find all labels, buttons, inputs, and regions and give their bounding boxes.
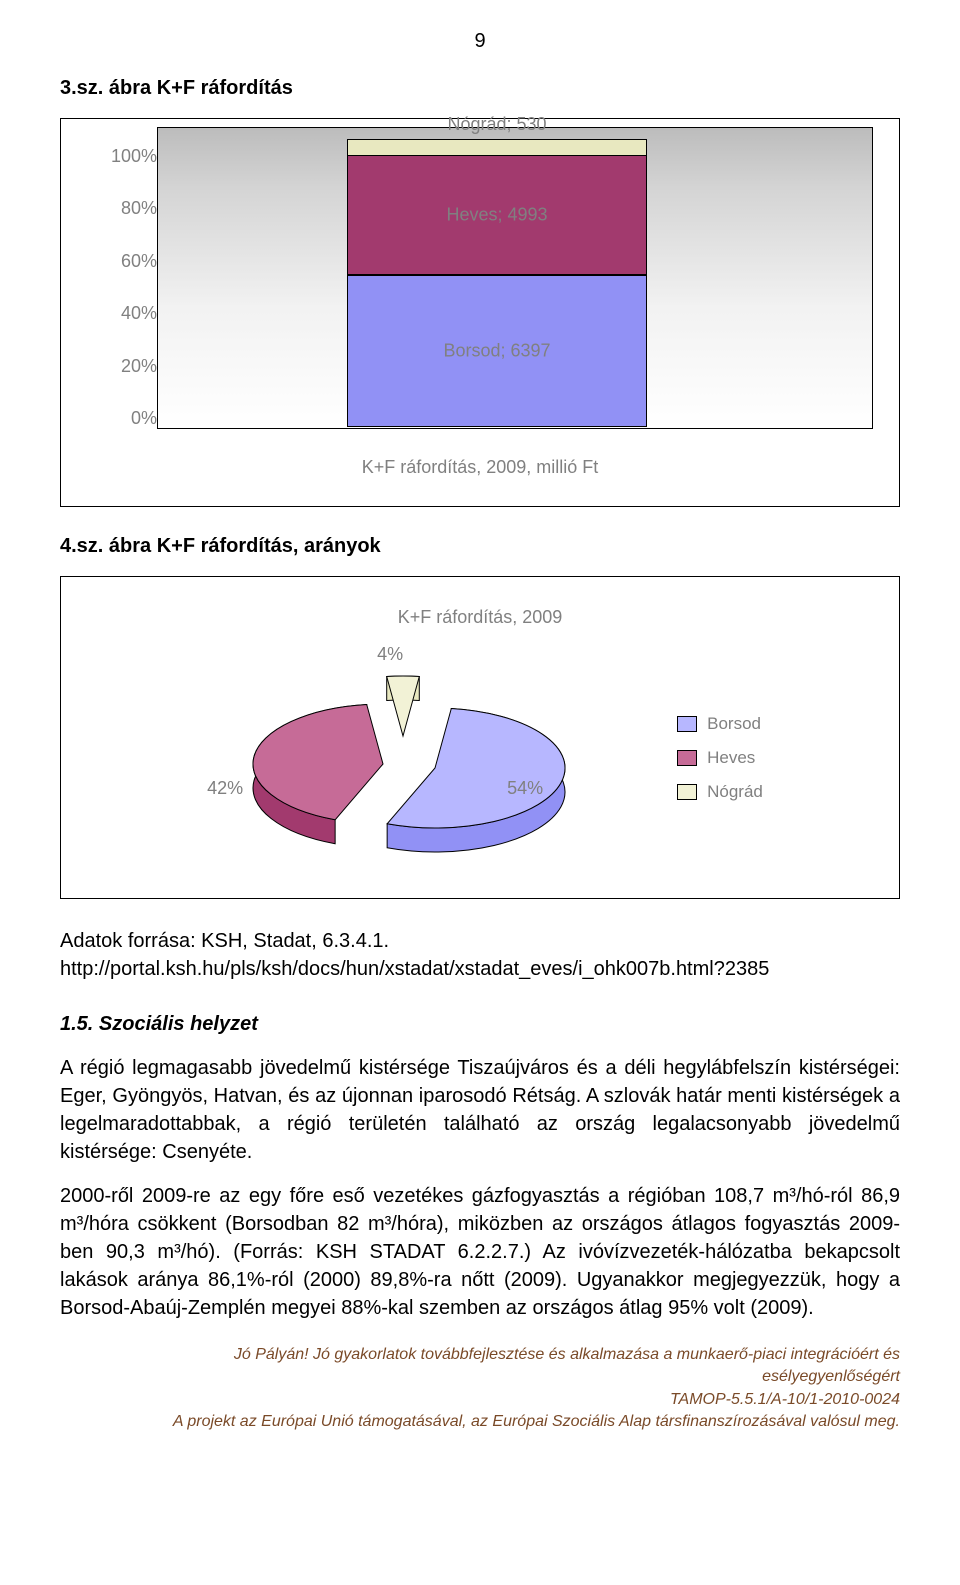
legend-item: Heves <box>677 748 763 768</box>
pie-wrap: 4% 42% 54% <box>197 648 617 868</box>
legend-item: Borsod <box>677 714 763 734</box>
pie-slice <box>387 676 420 736</box>
chart1-segment: Borsod; 6397 <box>347 275 647 427</box>
legend-label: Nógrád <box>707 782 763 802</box>
chart1-yaxis: 0% 20% 40% 60% 80% 100% <box>97 147 157 427</box>
ytick: 100% <box>97 147 157 165</box>
chart1-container: 0% 20% 40% 60% 80% 100% Nógrád; 530 Heves… <box>60 118 900 507</box>
paragraph-1: A régió legmagasabb jövedelmű kistérsége… <box>60 1054 900 1166</box>
footer-line3: TAMOP-5.5.1/A-10/1-2010-0024 <box>670 1391 900 1408</box>
ytick: 20% <box>97 357 157 375</box>
chart2-legend: Borsod Heves Nógrád <box>677 714 763 802</box>
pie-label-54: 54% <box>507 778 543 799</box>
chart1-segment: Heves; 4993 <box>347 155 647 275</box>
ytick: 80% <box>97 199 157 217</box>
chart1-plot: Nógrád; 530Heves; 4993Borsod; 6397 <box>167 147 863 427</box>
footer-line2: esélyegyenlőségért <box>762 1368 900 1385</box>
source-line2: http://portal.ksh.hu/pls/ksh/docs/hun/xs… <box>60 958 769 980</box>
paragraph-2: 2000-ről 2009-re az egy főre eső vezeték… <box>60 1182 900 1322</box>
chart1-segment: Nógrád; 530 <box>347 139 647 155</box>
legend-item: Nógrád <box>677 782 763 802</box>
chart2-row: 4% 42% 54% Borsod Heves Nógrád <box>91 648 869 868</box>
footer-block: Jó Pályán! Jó gyakorlatok továbbfejleszt… <box>60 1344 900 1434</box>
source-line1: Adatok forrása: KSH, Stadat, 6.3.4.1. <box>60 930 389 952</box>
chart2-container: K+F ráfordítás, 2009 4% 42% 54% Borsod He… <box>60 576 900 899</box>
chart1-inner: 0% 20% 40% 60% 80% 100% Nógrád; 530Heves… <box>97 147 863 427</box>
legend-label: Heves <box>707 748 755 768</box>
subsection-title: 1.5. Szociális helyzet <box>60 1013 900 1036</box>
ytick: 40% <box>97 304 157 322</box>
page-number: 9 <box>60 30 900 53</box>
chart1-stack: Nógrád; 530 Heves; 4993 Borsod; 6397 <box>347 139 647 427</box>
ytick: 60% <box>97 252 157 270</box>
footer-line1: Jó Pályán! Jó gyakorlatok továbbfejleszt… <box>234 1346 900 1363</box>
chart2-heading: K+F ráfordítás, 2009 <box>91 607 869 628</box>
legend-swatch <box>677 784 697 800</box>
chart1-xcaption: K+F ráfordítás, 2009, millió Ft <box>97 457 863 478</box>
footer-line4: A projekt az Európai Unió támogatásával,… <box>173 1413 900 1430</box>
data-source: Adatok forrása: KSH, Stadat, 6.3.4.1. ht… <box>60 927 900 983</box>
pie-svg <box>197 648 617 868</box>
chart1-segment-label: Borsod; 6397 <box>443 341 550 362</box>
chart1-segment-label: Heves; 4993 <box>446 205 547 226</box>
legend-label: Borsod <box>707 714 761 734</box>
pie-slice <box>253 704 383 843</box>
legend-swatch <box>677 716 697 732</box>
pie-label-42: 42% <box>207 778 243 799</box>
pie-label-4: 4% <box>377 644 403 665</box>
page-root: 9 3.sz. ábra K+F ráfordítás 0% 20% 40% 6… <box>0 0 960 1454</box>
chart1-title: 3.sz. ábra K+F ráfordítás <box>60 77 900 100</box>
chart1-segment-label: Nógrád; 530 <box>447 114 546 135</box>
chart2-title: 4.sz. ábra K+F ráfordítás, arányok <box>60 535 900 558</box>
legend-swatch <box>677 750 697 766</box>
ytick: 0% <box>97 409 157 427</box>
